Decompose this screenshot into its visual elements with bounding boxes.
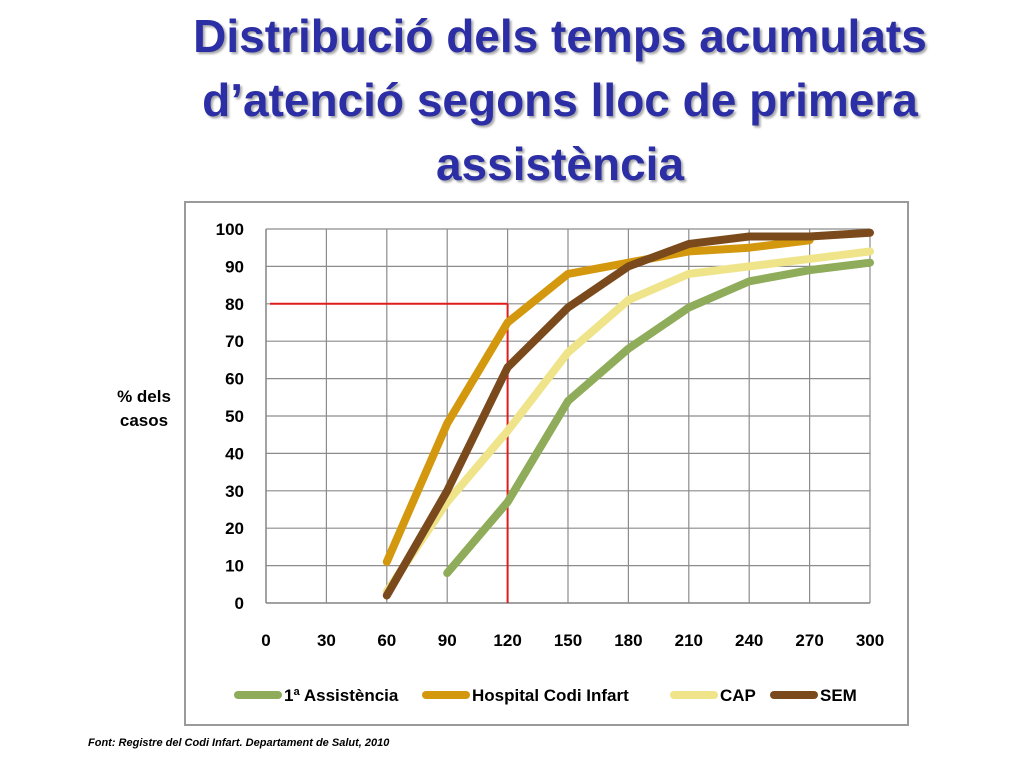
slide-title: Distribució dels temps acumulats d’atenc… xyxy=(120,4,1000,196)
line-chart: 0 10 20 30 40 50 60 70 80 90 100 0 30 60 90 120 150 180 21… xyxy=(216,220,885,705)
y-tick-label-40: 40 xyxy=(225,444,244,463)
x-tick-label-120: 120 xyxy=(493,631,521,650)
legend-label-1: Hospital Codi Infart xyxy=(472,686,629,705)
chart-frame: 0 10 20 30 40 50 60 70 80 90 100 0 30 60 90 120 150 180 21… xyxy=(184,201,909,726)
series-line-2 xyxy=(382,247,874,596)
y-tick-label-100: 100 xyxy=(216,220,244,239)
y-tick-label-80: 80 xyxy=(225,295,244,314)
y-axis-label-line-2: casos xyxy=(119,411,169,430)
y-tick-label-50: 50 xyxy=(225,407,244,426)
title-line-3: assistència xyxy=(435,138,685,190)
x-tick-label-30: 30 xyxy=(317,631,336,650)
legend-label-0: 1ª Assistència xyxy=(284,686,399,705)
legend-label-3: SEM xyxy=(820,686,857,705)
x-tick-label-60: 60 xyxy=(377,631,396,650)
source-note: Font: Registre del Codi Infart. Departam… xyxy=(88,737,390,749)
series-line-3 xyxy=(382,228,874,600)
y-tick-label-20: 20 xyxy=(225,519,244,538)
y-tick-label-30: 30 xyxy=(225,482,244,501)
legend-label-2: CAP xyxy=(720,686,756,705)
x-tick-label-180: 180 xyxy=(614,631,642,650)
series-line-1 xyxy=(382,236,814,566)
x-tick-label-0: 0 xyxy=(261,631,270,650)
series-line-0 xyxy=(443,258,874,578)
y-tick-label-90: 90 xyxy=(225,257,244,276)
y-axis-label: % dels casos xyxy=(98,385,190,433)
title-line-1: Distribució dels temps acumulats xyxy=(193,10,927,62)
x-tick-label-300: 300 xyxy=(856,631,884,650)
y-axis-label-line-1: % dels xyxy=(117,387,171,406)
y-tick-label-70: 70 xyxy=(225,332,244,351)
x-tick-label-270: 270 xyxy=(795,631,823,650)
x-tick-label-210: 210 xyxy=(675,631,703,650)
y-tick-label-0: 0 xyxy=(235,594,244,613)
y-tick-label-60: 60 xyxy=(225,370,244,389)
x-tick-label-90: 90 xyxy=(438,631,457,650)
x-tick-label-150: 150 xyxy=(554,631,582,650)
title-line-2: d’atenció segons lloc de primera xyxy=(202,74,918,126)
x-tick-label-240: 240 xyxy=(735,631,763,650)
y-tick-label-10: 10 xyxy=(225,557,244,576)
